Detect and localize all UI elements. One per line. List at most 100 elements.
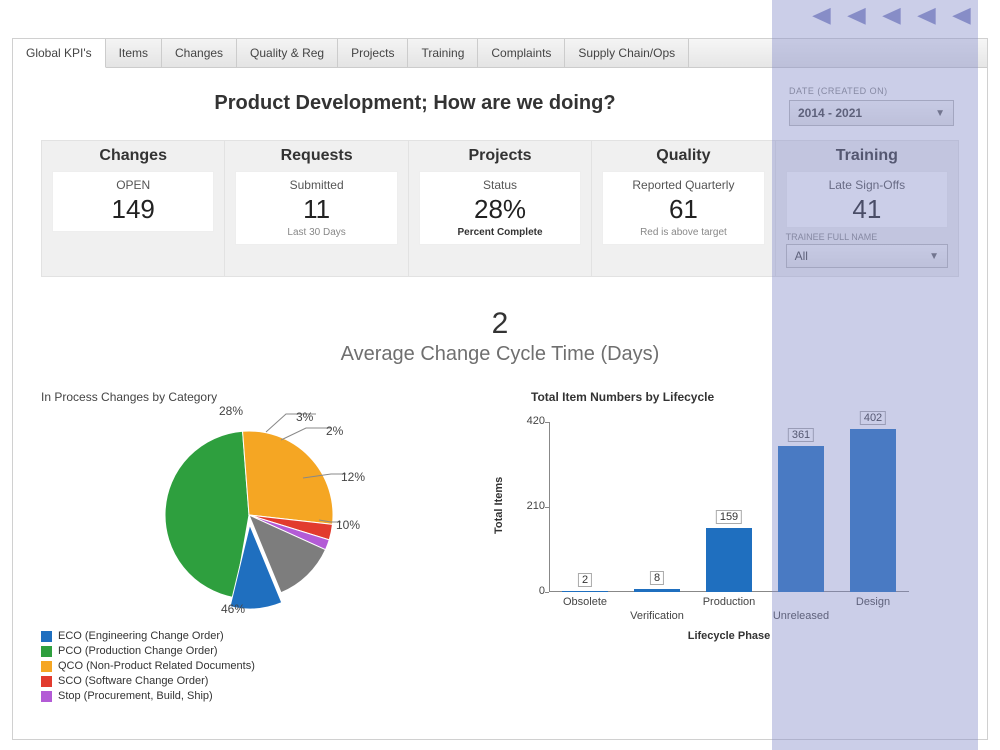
bar[interactable] <box>706 528 752 592</box>
tab-complaints[interactable]: Complaints <box>478 39 565 67</box>
legend-item[interactable]: Stop (Procurement, Build, Ship) <box>41 690 461 702</box>
kpi-header: Quality <box>596 147 770 165</box>
kpi-changes: Changes OPEN 149 <box>42 141 225 276</box>
tab-items[interactable]: Items <box>106 39 162 67</box>
tab-changes[interactable]: Changes <box>162 39 237 67</box>
tab-supply-chain-ops[interactable]: Supply Chain/Ops <box>565 39 689 67</box>
bar-value-label: 8 <box>650 571 664 585</box>
pie-slice-label: 10% <box>336 518 360 532</box>
pie-slice-label: 46% <box>221 602 245 616</box>
kpi-foot: Percent Complete <box>424 227 576 238</box>
bar-chart: Total Items 28159361402 Lifecycle Phase … <box>501 414 921 644</box>
page-title: Product Development; How are we doing? <box>41 92 789 115</box>
dashboard-panel: Global KPI'sItemsChangesQuality & RegPro… <box>12 38 988 740</box>
bar-value-label: 159 <box>716 510 742 524</box>
bar-category-label: Verification <box>630 610 684 622</box>
legend-label: PCO (Production Change Order) <box>58 645 218 657</box>
date-filter-select[interactable]: 2014 - 2021 ▼ <box>789 100 954 126</box>
tab-quality-reg[interactable]: Quality & Reg <box>237 39 338 67</box>
kpi-sub: Submitted <box>240 178 392 192</box>
date-filter: DATE (CREATED ON) 2014 - 2021 ▼ <box>789 86 959 126</box>
arrow-left-icon[interactable]: ◀ <box>882 2 901 28</box>
pie-slice-label: 2% <box>326 424 343 438</box>
pie-chart <box>131 410 371 620</box>
bar[interactable] <box>778 446 824 592</box>
kpi-quality: Quality Reported Quarterly 61 Red is abo… <box>592 141 775 276</box>
chevron-down-icon: ▼ <box>935 108 945 119</box>
y-tick: 420 <box>519 415 545 427</box>
bar-value-label: 361 <box>788 428 814 442</box>
y-tick: 210 <box>519 500 545 512</box>
bar-category-label: Unreleased <box>773 610 829 622</box>
pie-slice-label: 3% <box>296 410 313 424</box>
kpi-value: 61 <box>607 194 759 225</box>
legend-item[interactable]: SCO (Software Change Order) <box>41 675 461 687</box>
kpi-value: 28% <box>424 194 576 225</box>
kpi-value: 11 <box>240 194 392 225</box>
legend-swatch <box>41 646 52 657</box>
kpi-header: Training <box>780 147 954 165</box>
bar-title: Total Item Numbers by Lifecycle <box>531 390 959 404</box>
legend-swatch <box>41 661 52 672</box>
chevron-down-icon: ▼ <box>929 251 939 262</box>
tab-training[interactable]: Training <box>408 39 478 67</box>
bar[interactable] <box>634 589 680 592</box>
pager-arrows: ◀ ◀ ◀ ◀ ◀ <box>813 2 970 28</box>
tab-global-kpi-s[interactable]: Global KPI's <box>13 39 106 68</box>
kpi-header: Requests <box>229 147 403 165</box>
avg-cycle-block: 2 Average Change Cycle Time (Days) <box>41 307 959 366</box>
trainee-value: All <box>795 249 808 263</box>
bar-category-label: Obsolete <box>563 596 607 608</box>
bar-value-label: 2 <box>578 573 592 587</box>
bar[interactable] <box>850 429 896 592</box>
bar-x-label: Lifecycle Phase <box>549 630 909 642</box>
kpi-sub: OPEN <box>57 178 209 192</box>
arrow-left-icon[interactable]: ◀ <box>952 2 971 28</box>
arrow-left-icon[interactable]: ◀ <box>847 2 866 28</box>
pie-slice-label: 12% <box>341 470 365 484</box>
pie-title: In Process Changes by Category <box>41 390 461 404</box>
kpi-header: Projects <box>413 147 587 165</box>
bar-category-label: Design <box>856 596 890 608</box>
legend-label: SCO (Software Change Order) <box>58 675 208 687</box>
bar-chart-block: Total Item Numbers by Lifecycle Total It… <box>481 390 959 705</box>
legend-item[interactable]: PCO (Production Change Order) <box>41 645 461 657</box>
legend-swatch <box>41 691 52 702</box>
avg-cycle-value: 2 <box>41 307 959 341</box>
kpi-header: Changes <box>46 147 220 165</box>
pie-legend: ECO (Engineering Change Order) PCO (Produ… <box>41 630 461 702</box>
kpi-foot: Last 30 Days <box>240 227 392 238</box>
kpi-requests: Requests Submitted 11 Last 30 Days <box>225 141 408 276</box>
arrow-left-icon[interactable]: ◀ <box>917 2 936 28</box>
trainee-select[interactable]: All ▼ <box>786 244 948 268</box>
legend-label: Stop (Procurement, Build, Ship) <box>58 690 213 702</box>
kpi-projects: Projects Status 28% Percent Complete <box>409 141 592 276</box>
kpi-foot: Red is above target <box>607 227 759 238</box>
arrow-left-icon[interactable]: ◀ <box>813 2 832 28</box>
legend-label: ECO (Engineering Change Order) <box>58 630 224 642</box>
kpi-training: Training Late Sign-Offs 41 TRAINEE FULL … <box>776 141 958 276</box>
legend-swatch <box>41 676 52 687</box>
trainee-label: TRAINEE FULL NAME <box>786 232 948 242</box>
date-filter-value: 2014 - 2021 <box>798 106 862 120</box>
date-filter-label: DATE (CREATED ON) <box>789 86 959 96</box>
bar-value-label: 402 <box>860 411 886 425</box>
avg-cycle-label: Average Change Cycle Time (Days) <box>41 343 959 366</box>
pie-slice-label: 28% <box>219 404 243 418</box>
kpi-value: 149 <box>57 194 209 225</box>
legend-swatch <box>41 631 52 642</box>
bar-category-label: Production <box>703 596 756 608</box>
tab-bar: Global KPI'sItemsChangesQuality & RegPro… <box>13 39 987 68</box>
legend-label: QCO (Non-Product Related Documents) <box>58 660 255 672</box>
tab-projects[interactable]: Projects <box>338 39 408 67</box>
pie-chart-block: In Process Changes by Category 28% 3% 2%… <box>41 390 461 705</box>
kpi-value: 41 <box>791 194 943 225</box>
bar[interactable] <box>562 591 608 592</box>
kpi-row: Changes OPEN 149 Requests Submitted 11 L… <box>41 140 959 277</box>
kpi-sub: Reported Quarterly <box>607 178 759 192</box>
kpi-sub: Late Sign-Offs <box>791 178 943 192</box>
bar-y-label: Total Items <box>493 477 505 534</box>
y-tick: 0 <box>519 585 545 597</box>
legend-item[interactable]: ECO (Engineering Change Order) <box>41 630 461 642</box>
legend-item[interactable]: QCO (Non-Product Related Documents) <box>41 660 461 672</box>
